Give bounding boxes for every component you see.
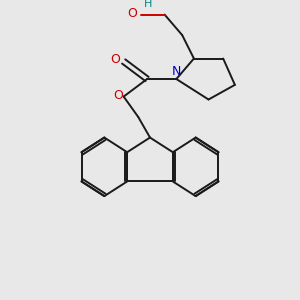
Text: H: H — [144, 0, 152, 9]
Text: O: O — [127, 7, 137, 20]
Text: O: O — [110, 53, 120, 67]
Text: N: N — [172, 65, 181, 78]
Text: O: O — [113, 88, 123, 102]
